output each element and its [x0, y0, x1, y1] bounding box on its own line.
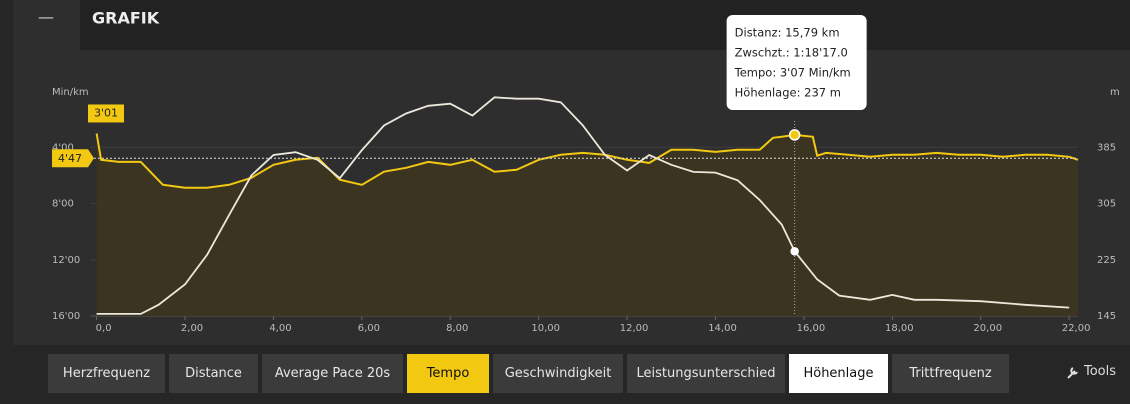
x-tick-label: 6,00 [358, 323, 380, 334]
y2-tick-label: 305 [1097, 199, 1116, 210]
y-tick-label: 12'00 [52, 255, 80, 266]
series-line [95, 133, 1079, 189]
tooltip-line: Tempo: 3'07 Min/km [734, 66, 851, 80]
average-badge [52, 149, 94, 168]
header-title: GRAFIK [92, 9, 160, 28]
y-tick-label: 8'00 [52, 199, 74, 210]
x-tick-label: 16,00 [797, 323, 826, 334]
x-tick-label: 0,0 [96, 323, 112, 334]
cursor-dot [790, 247, 799, 256]
x-tick-label: 14,00 [708, 323, 737, 334]
collapse-button[interactable] [13, 0, 80, 50]
y2-axis-title: m [1110, 87, 1120, 98]
y-tick-label: 16'00 [52, 311, 80, 322]
y-axis-title: Min/km [52, 87, 89, 98]
y2-tick-label: 145 [1097, 311, 1116, 322]
x-tick-label: 18,00 [885, 323, 914, 334]
y-tick-label: 4'00 [52, 142, 74, 153]
tools-button[interactable]: Tools [1084, 364, 1117, 379]
tab[interactable]: Distance [169, 354, 258, 393]
max-badge [88, 104, 124, 123]
tooltip-line: Zwschzt.: 1:18'17.0 [735, 46, 848, 60]
series-line [96, 96, 1070, 315]
x-tick-label: 10,00 [531, 323, 560, 334]
tab[interactable]: Höhenlage [789, 354, 888, 393]
cursor-dot [788, 129, 801, 141]
series-area [96, 133, 1079, 316]
tab[interactable]: Leistungsunterschied [627, 354, 785, 393]
tooltip-line: Höhenlage: 237 m [735, 86, 841, 100]
average-label: 4'47 [58, 152, 82, 165]
tab[interactable]: Herzfrequenz [48, 354, 165, 393]
header-bar [13, 0, 1130, 50]
tab[interactable]: Average Pace 20s [262, 354, 403, 393]
x-tick-label: 8,00 [446, 323, 468, 334]
tab[interactable]: Tempo [407, 354, 489, 393]
x-tick-label: 20,00 [973, 323, 1002, 334]
x-tick-label: 22,00 [1062, 323, 1091, 334]
x-tick-label: 4,00 [269, 323, 291, 334]
tab[interactable]: Geschwindigkeit [493, 354, 623, 393]
x-tick-label: 12,00 [620, 323, 649, 334]
tab[interactable]: Trittfrequenz [892, 354, 1009, 393]
y2-tick-label: 385 [1097, 142, 1116, 153]
collapse-icon: — [38, 8, 54, 27]
tools-icon [1067, 367, 1078, 379]
tooltip-line: Distanz: 15,79 km [735, 26, 840, 40]
x-tick-label: 2,00 [181, 323, 203, 334]
max-label: 3'01 [94, 106, 118, 119]
y2-tick-label: 225 [1097, 255, 1116, 266]
tooltip-box [726, 15, 867, 110]
